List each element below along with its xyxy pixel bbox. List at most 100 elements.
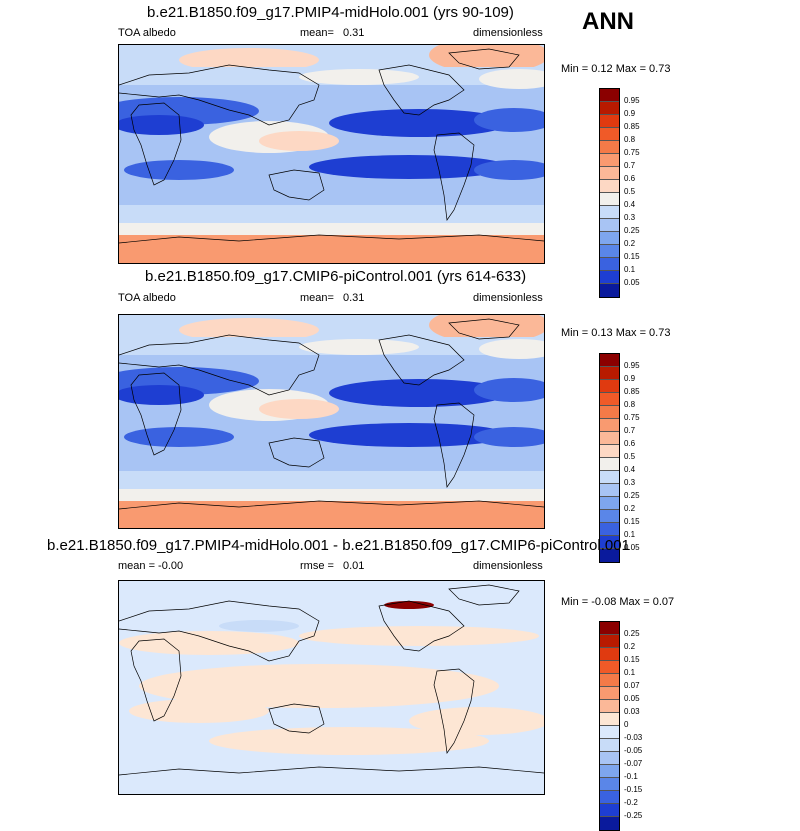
colorbar-tick-label: 0.3 (624, 213, 636, 222)
colorbar-tick-label: 0.3 (624, 478, 636, 487)
colorbar-tick-label: 0.07 (624, 681, 640, 690)
colorbar-tick-label: 0.2 (624, 642, 636, 651)
colorbar-tick-label: 0.05 (624, 278, 640, 287)
panel-2-colorbar-bin (600, 458, 619, 471)
colorbar-tick-label: 0.05 (624, 543, 640, 552)
colorbar-tick-label: -0.1 (624, 772, 638, 781)
panel-3-colorbar-bin (600, 635, 619, 648)
colorbar-tick-label: -0.25 (624, 811, 643, 820)
panel-1-title: b.e21.B1850.f09_g17.PMIP4-midHolo.001 (y… (147, 4, 514, 21)
colorbar-tick-label: 0.8 (624, 400, 636, 409)
colorbar-tick-label: -0.05 (624, 746, 643, 755)
colorbar-tick-label: 0.7 (624, 426, 636, 435)
panel-3-colorbar-bin (600, 726, 619, 739)
panel-3-mean-label: mean = -0.00 (118, 560, 184, 572)
panel-1-colorbar-bin (600, 284, 619, 297)
colorbar-tick-label: 0.85 (624, 387, 640, 396)
panel-2-colorbar-bin (600, 471, 619, 484)
colorbar-tick-label: 0.9 (624, 374, 636, 383)
panel-3-colorbar-bin (600, 661, 619, 674)
colorbar-tick-label: 0.5 (624, 452, 636, 461)
panel-2-mean-value: 0.31 (343, 292, 365, 304)
colorbar-tick-label: 0.2 (624, 504, 636, 513)
panel-2-mean-label: mean= (300, 292, 334, 304)
panel-2-colorbar-bin (600, 419, 619, 432)
panel-2-colorbar-bin (600, 445, 619, 458)
panel-3-colorbar-bin (600, 648, 619, 661)
panel-3-colorbar-bin (600, 778, 619, 791)
colorbar-tick-label: 0.15 (624, 655, 640, 664)
panel-1-colorbar-bin (600, 193, 619, 206)
panel-3-colorbar-bin (600, 700, 619, 713)
panel-3-map (118, 580, 545, 795)
colorbar-tick-label: 0.25 (624, 226, 640, 235)
panel-3-colorbar-bin (600, 817, 619, 830)
panel-1-map-field (119, 45, 544, 263)
panel-1-colorbar-bin (600, 219, 619, 232)
panel-1-mean-value: 0.31 (343, 27, 365, 39)
panel-3-colorbar-bin (600, 752, 619, 765)
panel-2-colorbar-bin (600, 484, 619, 497)
panel-3-minmax: Min = -0.08 Max = 0.07 (561, 596, 675, 608)
panel-2-colorbar (599, 353, 620, 563)
colorbar-tick-label: 0.25 (624, 491, 640, 500)
panel-1-colorbar-ticks: 0.95 0.9 0.85 0.8 0.75 0.7 0.6 0.5 0.4 0… (624, 94, 640, 289)
colorbar-tick-label: -0.03 (624, 733, 643, 742)
colorbar-tick-label: 0.85 (624, 122, 640, 131)
colorbar-tick-label: 0.25 (624, 629, 640, 638)
colorbar-tick-label: 0.15 (624, 252, 640, 261)
panel-2-map-field (119, 315, 544, 528)
panel-2-colorbar-bin (600, 354, 619, 367)
panel-1-map (118, 44, 545, 264)
panel-3-colorbar-bin (600, 739, 619, 752)
panel-1-variable-label: TOA albedo (118, 27, 176, 39)
colorbar-tick-label: 0.05 (624, 694, 640, 703)
panel-3-title: b.e21.B1850.f09_g17.PMIP4-midHolo.001 - … (47, 537, 630, 554)
panel-1-colorbar-bin (600, 258, 619, 271)
colorbar-tick-label: 0.15 (624, 517, 640, 526)
panel-2-map (118, 314, 545, 529)
colorbar-tick-label: 0.6 (624, 174, 636, 183)
panel-2-units-label: dimensionless (473, 292, 543, 304)
colorbar-tick-label: 0.95 (624, 361, 640, 370)
panel-1-minmax: Min = 0.12 Max = 0.73 (561, 63, 671, 75)
panel-2-colorbar-bin (600, 393, 619, 406)
panel-3-colorbar-bin (600, 622, 619, 635)
colorbar-tick-label: -0.2 (624, 798, 638, 807)
panel-1-colorbar-bin (600, 245, 619, 258)
panel-1-colorbar (599, 88, 620, 298)
panel-1-colorbar-bin (600, 271, 619, 284)
panel-3-colorbar-bin (600, 765, 619, 778)
colorbar-tick-label: 0.75 (624, 148, 640, 157)
colorbar-tick-label: -0.07 (624, 759, 643, 768)
colorbar-tick-label: 0.5 (624, 187, 636, 196)
panel-1-colorbar-bin (600, 89, 619, 102)
panel-1-colorbar-bin (600, 115, 619, 128)
colorbar-tick-label: 0.7 (624, 161, 636, 170)
colorbar-tick-label: 0.4 (624, 465, 636, 474)
panel-2-colorbar-ticks: 0.95 0.9 0.85 0.8 0.75 0.7 0.6 0.5 0.4 0… (624, 359, 640, 554)
panel-3-colorbar-bin (600, 674, 619, 687)
panel-2-colorbar-bin (600, 380, 619, 393)
panel-1-colorbar-bin (600, 141, 619, 154)
colorbar-tick-label: 0.03 (624, 707, 640, 716)
colorbar-tick-label: 0.95 (624, 96, 640, 105)
panel-2-colorbar-bin (600, 406, 619, 419)
panel-2-colorbar-bin (600, 432, 619, 445)
panel-1-colorbar-bin (600, 167, 619, 180)
colorbar-tick-label: 0.2 (624, 239, 636, 248)
colorbar-tick-label: 0.1 (624, 265, 636, 274)
panel-3-colorbar-ticks: 0.25 0.2 0.15 0.1 0.07 0.05 0.03 0 -0.03… (624, 627, 642, 822)
panel-3-colorbar-bin (600, 804, 619, 817)
colorbar-tick-label: 0.6 (624, 439, 636, 448)
panel-2-colorbar-bin (600, 536, 619, 549)
panel-3-rmse-value: 0.01 (343, 560, 365, 572)
colorbar-tick-label: 0.8 (624, 135, 636, 144)
panel-1-colorbar-bin (600, 154, 619, 167)
colorbar-tick-label: 0.4 (624, 200, 636, 209)
panel-1-colorbar-bin (600, 206, 619, 219)
panel-3-map-field (119, 581, 544, 794)
panel-3-colorbar-bin (600, 713, 619, 726)
panel-2-colorbar-bin (600, 510, 619, 523)
colorbar-tick-label: 0.75 (624, 413, 640, 422)
